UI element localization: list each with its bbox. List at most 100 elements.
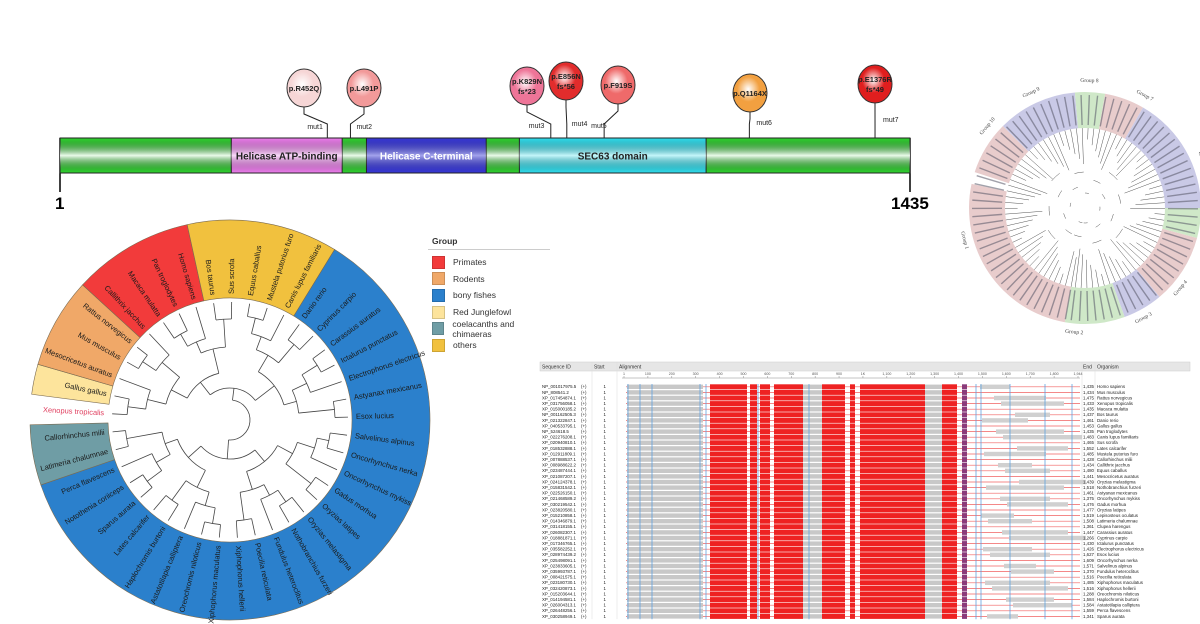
small-tree-leaf-label xyxy=(1080,95,1083,126)
organism-name: Oryzias melastigma xyxy=(1097,479,1136,484)
sequence-end: 1,434 xyxy=(1083,463,1095,468)
ruler-tick-label: 1,800 xyxy=(1050,372,1059,376)
small-tree-branch xyxy=(1135,202,1165,205)
alignment-conserved-block xyxy=(913,457,925,463)
alignment-conserved-block xyxy=(850,389,855,395)
small-tree-leaf-label xyxy=(1157,152,1185,169)
small-tree-leaf-label xyxy=(1104,288,1114,318)
alignment-mismatch-block xyxy=(962,479,967,485)
sequence-end: 1,266 xyxy=(1083,535,1095,540)
sequence-start: 1 xyxy=(604,479,607,484)
small-tree-branch xyxy=(1038,142,1052,162)
sequence-strand: (+) xyxy=(581,541,587,546)
small-tree-arc xyxy=(1063,213,1066,219)
alignment-gap-block xyxy=(627,491,703,496)
alignment-conserved-block xyxy=(850,518,855,524)
tree-branch-arc xyxy=(279,496,293,507)
ruler-tick-label: 1,400 xyxy=(954,372,963,376)
sequence-id: NP_001162505.3 xyxy=(542,412,576,417)
alignment-partial-block xyxy=(1004,563,1036,569)
small-tree-branch xyxy=(1008,225,1029,232)
legend-item-fish: bony fishes xyxy=(428,287,550,304)
legend-swatch xyxy=(432,272,445,286)
alignment-conserved-block xyxy=(942,417,957,423)
alignment-conserved-block xyxy=(750,524,757,530)
small-tree-leaf-label xyxy=(995,138,1020,158)
tree-branch xyxy=(195,306,206,339)
alignment-conserved-block xyxy=(850,591,855,597)
alignment-conserved-block xyxy=(760,406,770,412)
small-tree-branch xyxy=(1095,269,1099,287)
organism-name: Salvelinus alpinus xyxy=(1097,563,1133,568)
sequence-end: 1,465 xyxy=(1083,440,1095,445)
tree-branch xyxy=(180,334,188,347)
alignment-conserved-block xyxy=(760,462,770,468)
alignment-conserved-block xyxy=(710,585,747,591)
sequence-strand: (+) xyxy=(581,552,587,557)
tree-leaf-label: Sus scrofa xyxy=(227,258,237,294)
alignment-gap-block xyxy=(627,524,703,529)
mutation-marker xyxy=(548,61,584,101)
alignment-conserved-block xyxy=(860,423,913,429)
sequence-end: 1,430 xyxy=(1083,541,1095,546)
alignment-conserved-block xyxy=(750,490,757,496)
small-tree-leaf-label xyxy=(1164,231,1194,243)
sequence-start: 1 xyxy=(604,423,607,428)
small-tree-branches xyxy=(1004,128,1165,288)
alignment-conserved-block xyxy=(850,485,855,491)
mutation-id: mut4 xyxy=(572,121,588,128)
organism-name: Sparus aurata xyxy=(1097,614,1125,619)
organism-name: Oryzias latipes xyxy=(1097,507,1127,512)
sequence-start: 1 xyxy=(604,468,607,473)
tree-branch xyxy=(251,518,256,536)
small-tree-branch xyxy=(1005,214,1038,221)
sequence-id: XP_030219542.1 xyxy=(542,502,576,507)
alignment-mismatch-block xyxy=(962,524,967,530)
tree-branch xyxy=(121,453,153,468)
alignment-gap-block xyxy=(925,507,942,513)
sequence-start: 1 xyxy=(604,384,607,389)
alignment-gap-block xyxy=(627,608,703,613)
small-tree-branch xyxy=(1110,239,1136,271)
alignment-conserved-block xyxy=(774,563,803,569)
sequence-id: XP_015831542.1 xyxy=(542,485,576,490)
small-tree-leaf-label xyxy=(986,248,1014,265)
legend-label: Primates xyxy=(453,257,487,268)
alignment-conserved-block xyxy=(822,535,845,541)
sequence-start: 1 xyxy=(604,429,607,434)
alignment-gap-block xyxy=(627,496,703,501)
tree-leaf-label: Esox lucius xyxy=(356,411,394,421)
alignment-conserved-block xyxy=(710,546,747,552)
small-tree-branch xyxy=(1116,139,1128,157)
alignment-conserved-block xyxy=(942,479,957,485)
tree-branch xyxy=(153,495,167,511)
small-tree-leaf-label xyxy=(1018,115,1038,141)
alignment-conserved-block xyxy=(750,597,757,603)
alignment-conserved-block xyxy=(860,496,913,502)
sequence-id: XP_032420873.1 xyxy=(542,586,576,591)
small-tree-branch xyxy=(1015,230,1046,248)
alignment-conserved-block xyxy=(760,451,770,457)
alignment-gap-block xyxy=(925,451,942,457)
mutation-label: p.L491P xyxy=(350,84,379,93)
sequence-strand: (+) xyxy=(581,446,587,451)
alignment-partial-block xyxy=(1005,468,1050,473)
alignment-conserved-block xyxy=(942,457,957,463)
sequence-strand: (+) xyxy=(581,440,587,445)
alignment-conserved-block xyxy=(760,434,770,440)
alignment-conserved-block xyxy=(822,552,845,558)
small-tree-branch xyxy=(1115,259,1127,277)
alignment-conserved-block xyxy=(760,518,770,524)
alignment-conserved-block xyxy=(860,591,913,597)
small-tree-branch xyxy=(1070,129,1076,155)
alignment-conserved-block xyxy=(760,496,770,502)
alignment-conserved-block xyxy=(760,429,770,435)
alignment-conserved-block xyxy=(774,401,803,407)
sequence-end: 1,559 xyxy=(1083,608,1095,613)
alignment-conserved-block xyxy=(750,485,757,491)
alignment-conserved-block xyxy=(750,412,757,418)
sequence-strand: (+) xyxy=(581,524,587,529)
sequence-id: XP_023833605.1 xyxy=(542,563,576,568)
alignment-gap-block xyxy=(925,569,942,574)
alignment-conserved-block xyxy=(860,417,913,423)
